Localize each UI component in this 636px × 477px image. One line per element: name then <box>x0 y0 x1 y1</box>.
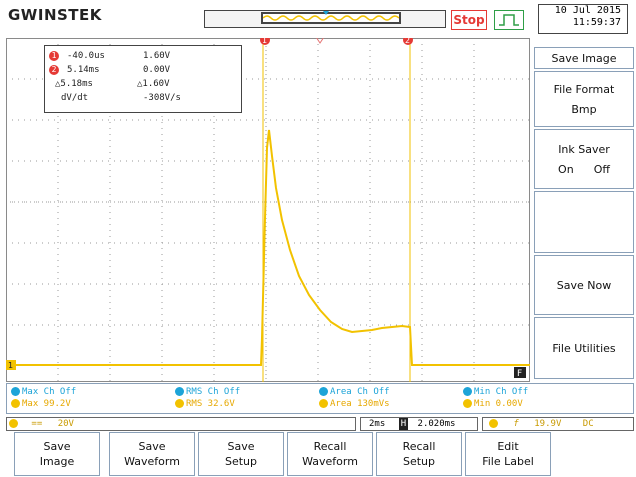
brand-logo: GWINSTEK <box>8 6 102 24</box>
svg-text:F: F <box>517 369 522 379</box>
top-markers: 1 2 <box>260 35 413 45</box>
side-menu-title: Save Image <box>534 47 634 69</box>
channel1-scale: 20V <box>57 419 74 429</box>
dvdt-value: -308V/s <box>143 93 181 103</box>
top-bar: GWINSTEK Stop 10 Jul 2015 11:59:37 <box>0 0 636 36</box>
cursor2-badge: 2 <box>49 64 59 75</box>
file-format-label: File Format <box>553 83 615 96</box>
horizontal-position: 2.020ms <box>417 419 456 429</box>
save-waveform-line2: Waveform <box>124 455 180 468</box>
cursor2-volt: 0.00V <box>143 65 171 75</box>
save-image-button[interactable]: Save Image <box>14 432 100 476</box>
timebase-value: 2ms <box>369 419 386 429</box>
timebase-status[interactable]: 2ms H 2.020ms <box>360 417 478 431</box>
save-image-line2: Image <box>39 455 75 468</box>
cursor1-time: -40.0us <box>67 51 105 61</box>
delta-time: △5.18ms <box>55 79 93 89</box>
trigger-level: 19.9V <box>534 419 562 429</box>
file-format-value: Bmp <box>571 103 597 116</box>
trigger-status[interactable]: f 19.9V DC <box>482 417 634 431</box>
measure-rms: RMS Ch Off RMS 32.6V <box>175 386 240 410</box>
channel1-trace <box>6 129 530 366</box>
recall-setup-button[interactable]: Recall Setup <box>376 432 462 476</box>
save-image-line1: Save <box>43 440 71 453</box>
horizontal-badge: H <box>398 418 409 430</box>
cursor1-volt: 1.60V <box>143 51 171 61</box>
svg-text:1: 1 <box>8 361 13 370</box>
ink-saver-off: Off <box>593 163 610 176</box>
cursor-readout: 1 -40.0us 1.60V 2 5.14ms 0.00V △5.18ms △1.60V… <box>44 45 242 113</box>
save-setup-button[interactable]: Save Setup <box>198 432 284 476</box>
save-now-button[interactable]: Save Now <box>534 255 634 315</box>
measure-max-line2: Max 99.2V <box>22 399 71 409</box>
time: 11:59:37 <box>572 17 621 28</box>
waveform-graticule: 1 2 1 F <box>6 35 530 382</box>
pulse-trigger-icon[interactable] <box>494 10 524 30</box>
ink-saver-on: On <box>558 163 574 176</box>
status-bar: == 20V 2ms H 2.020ms f 19.9V DC <box>6 417 634 431</box>
recall-waveform-line1: Recall <box>313 440 347 453</box>
svg-text:1: 1 <box>262 38 267 45</box>
save-waveform-button[interactable]: Save Waveform <box>109 432 195 476</box>
function-badge <box>514 367 526 378</box>
trigger-coupling: DC <box>582 419 594 429</box>
save-setup-line1: Save <box>227 440 255 453</box>
channel1-status[interactable]: == 20V <box>6 417 356 431</box>
measure-min-line2: Min 0.00V <box>474 399 523 409</box>
cursor1-badge: 1 <box>49 50 59 61</box>
stop-button[interactable]: Stop <box>451 10 487 30</box>
measure-min: Min Ch Off Min 0.00V <box>463 386 528 410</box>
edit-file-label-line1: Edit <box>497 440 519 453</box>
svg-text:2: 2 <box>405 38 410 45</box>
delta-volt: △1.60V <box>137 79 170 89</box>
measure-rms-line1: RMS Ch Off <box>186 387 241 397</box>
channel1-coupling: == <box>31 419 43 429</box>
blank-side-button <box>534 191 634 253</box>
memory-bar <box>204 10 446 28</box>
measure-rms-line2: RMS 32.6V <box>186 399 235 409</box>
bottom-menu: Save Image Save Waveform Save Setup Reca… <box>14 432 630 477</box>
measure-area-line2: Area 130mVs <box>330 399 390 409</box>
ink-saver-options: On Off <box>535 162 633 178</box>
recall-setup-line1: Recall <box>402 440 436 453</box>
recall-setup-line2: Setup <box>402 455 436 468</box>
cursor-delta-row: △5.18ms △1.60V <box>55 78 170 90</box>
memory-preview-icon <box>263 15 399 21</box>
measure-area: Area Ch Off Area 130mVs <box>319 386 390 410</box>
edit-file-label-line2: File Label <box>482 455 534 468</box>
cursor1-row: 1 -40.0us 1.60V <box>49 50 170 62</box>
measure-min-line1: Min Ch Off <box>474 387 529 397</box>
recall-waveform-line2: Waveform <box>302 455 358 468</box>
save-waveform-line1: Save <box>138 440 166 453</box>
save-setup-line2: Setup <box>224 455 258 468</box>
ink-saver-button[interactable]: Ink Saver On Off <box>534 129 634 189</box>
measure-max: Max Ch Off Max 99.2V <box>11 386 76 410</box>
memory-window <box>261 12 401 24</box>
channel1-ground-marker <box>6 360 16 370</box>
date-time: 10 Jul 2015 11:59:37 <box>538 4 628 34</box>
cursor2-time: 5.14ms <box>67 65 100 75</box>
recall-waveform-button[interactable]: Recall Waveform <box>287 432 373 476</box>
date: 10 Jul 2015 <box>554 5 621 16</box>
trigger-slope-icon: f <box>513 419 519 429</box>
measurement-bar: Max Ch Off Max 99.2V RMS Ch Off RMS 32.6… <box>6 383 634 414</box>
file-utilities-button[interactable]: File Utilities <box>534 317 634 379</box>
dvdt-label: dV/dt <box>61 93 89 103</box>
edit-file-label-button[interactable]: Edit File Label <box>465 432 551 476</box>
measure-max-line1: Max Ch Off <box>22 387 77 397</box>
file-format-button[interactable]: File Format Bmp <box>534 71 634 127</box>
cursor2-row: 2 5.14ms 0.00V <box>49 64 170 76</box>
ink-saver-label: Ink Saver <box>558 143 610 156</box>
dvdt-row: dV/dt -308V/s <box>61 92 181 104</box>
side-menu: Save Image File Format Bmp Ink Saver On O… <box>534 47 634 383</box>
measure-area-line1: Area Ch Off <box>330 387 390 397</box>
